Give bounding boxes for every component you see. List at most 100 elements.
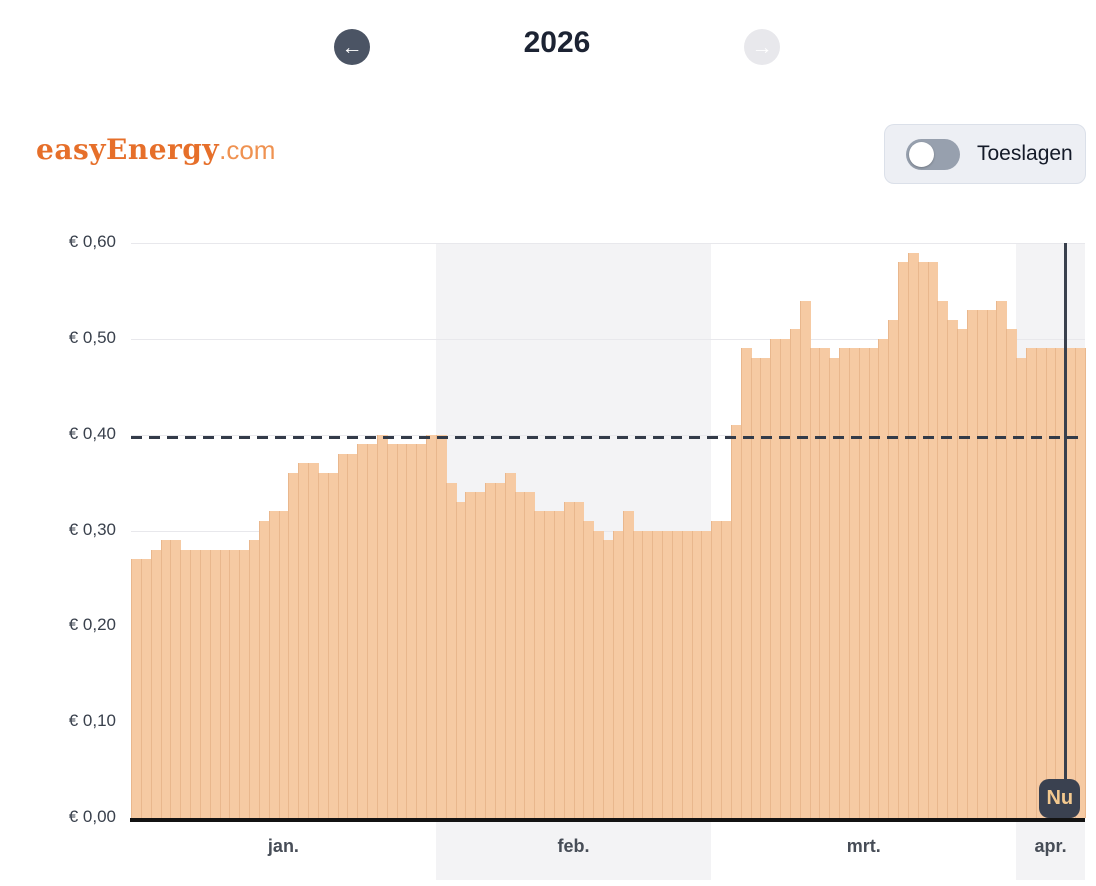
price-bar[interactable] (730, 425, 742, 818)
price-bar[interactable] (494, 482, 506, 818)
price-bar[interactable] (671, 530, 683, 818)
price-bar[interactable] (691, 530, 703, 818)
price-bar[interactable] (1016, 358, 1027, 818)
price-bar[interactable] (209, 549, 221, 818)
price-bar[interactable] (583, 520, 595, 818)
price-bar[interactable] (544, 511, 555, 818)
price-bar[interactable] (367, 444, 378, 818)
price-bar[interactable] (199, 549, 211, 818)
price-bar[interactable] (898, 262, 909, 818)
price-bar[interactable] (721, 520, 732, 818)
price-bar[interactable] (160, 540, 172, 818)
price-bar[interactable] (760, 358, 772, 818)
price-bar[interactable] (819, 348, 831, 818)
next-year-button[interactable]: → (744, 29, 780, 65)
price-bar[interactable] (268, 511, 280, 818)
price-bar[interactable] (907, 252, 919, 818)
price-bar[interactable] (829, 358, 841, 818)
price-bar[interactable] (180, 549, 191, 818)
price-bar[interactable] (317, 473, 329, 818)
price-bar[interactable] (1035, 348, 1047, 818)
price-bar[interactable] (878, 338, 890, 818)
price-bar[interactable] (957, 329, 968, 818)
price-bar[interactable] (308, 463, 319, 818)
price-bar[interactable] (1006, 329, 1018, 818)
previous-year-button[interactable]: ← (334, 29, 370, 65)
price-bar[interactable] (986, 310, 998, 818)
price-bar[interactable] (376, 434, 388, 818)
price-bar[interactable] (701, 530, 713, 818)
price-bar[interactable] (524, 492, 536, 818)
price-bar[interactable] (652, 530, 664, 818)
toeslagen-switch[interactable] (906, 138, 960, 170)
price-bar[interactable] (278, 511, 290, 818)
price-bar[interactable] (868, 348, 880, 818)
price-bar[interactable] (770, 338, 782, 818)
price-bar[interactable] (229, 549, 241, 818)
price-bar[interactable] (1045, 348, 1057, 818)
price-bar[interactable] (632, 530, 644, 818)
price-bar[interactable] (927, 262, 939, 818)
price-bar[interactable] (888, 319, 900, 818)
price-bar[interactable] (789, 329, 801, 818)
price-bar[interactable] (612, 530, 624, 818)
price-bar[interactable] (642, 530, 654, 818)
price-bar[interactable] (150, 549, 162, 818)
toeslagen-toggle-card[interactable]: Toeslagen (884, 124, 1086, 184)
price-bar[interactable] (288, 473, 300, 818)
price-bar[interactable] (1075, 348, 1086, 818)
price-bar[interactable] (848, 348, 860, 818)
price-bar[interactable] (190, 549, 201, 818)
price-bar[interactable] (1025, 348, 1037, 818)
price-bar[interactable] (396, 444, 408, 818)
price-bar[interactable] (593, 530, 605, 818)
price-bar[interactable] (563, 501, 575, 818)
price-bar[interactable] (750, 358, 762, 818)
price-bar[interactable] (947, 319, 959, 818)
price-bar[interactable] (298, 463, 310, 818)
price-bar[interactable] (553, 511, 565, 818)
price-bar[interactable] (219, 549, 231, 818)
price-bar[interactable] (996, 300, 1008, 818)
price-bar[interactable] (504, 473, 516, 818)
price-bar[interactable] (1055, 348, 1067, 818)
price-bar[interactable] (603, 540, 614, 818)
price-bar[interactable] (799, 300, 811, 818)
price-bar[interactable] (622, 511, 634, 818)
price-bar[interactable] (573, 501, 585, 818)
price-bar[interactable] (976, 310, 988, 818)
price-bar[interactable] (435, 434, 447, 818)
price-bar[interactable] (140, 559, 152, 818)
price-bar[interactable] (386, 444, 398, 818)
price-bar[interactable] (445, 482, 457, 818)
price-bar[interactable] (966, 310, 978, 818)
price-bar[interactable] (347, 453, 359, 818)
price-bar[interactable] (937, 300, 949, 818)
price-bar[interactable] (258, 520, 270, 818)
price-bar[interactable] (858, 348, 870, 818)
price-bar[interactable] (839, 348, 850, 818)
price-bar[interactable] (455, 501, 467, 818)
price-bar[interactable] (740, 348, 752, 818)
price-bar[interactable] (327, 473, 339, 818)
price-bar[interactable] (406, 444, 418, 818)
price-bar[interactable] (514, 492, 526, 818)
price-bar[interactable] (426, 434, 437, 818)
price-bar[interactable] (917, 262, 929, 818)
price-bar[interactable] (711, 520, 723, 818)
price-bar[interactable] (131, 559, 142, 818)
price-bar[interactable] (249, 540, 260, 818)
price-bar[interactable] (534, 511, 546, 818)
price-bar[interactable] (780, 338, 791, 818)
price-bar[interactable] (337, 453, 349, 818)
price-bar[interactable] (239, 549, 250, 818)
price-bar[interactable] (809, 348, 821, 818)
price-bar[interactable] (465, 492, 477, 818)
price-bar[interactable] (416, 444, 428, 818)
price-bar[interactable] (170, 540, 182, 818)
price-bar[interactable] (485, 482, 496, 818)
price-bar[interactable] (475, 492, 487, 818)
price-bar[interactable] (357, 444, 369, 818)
price-bar[interactable] (681, 530, 693, 818)
price-bar[interactable] (662, 530, 673, 818)
